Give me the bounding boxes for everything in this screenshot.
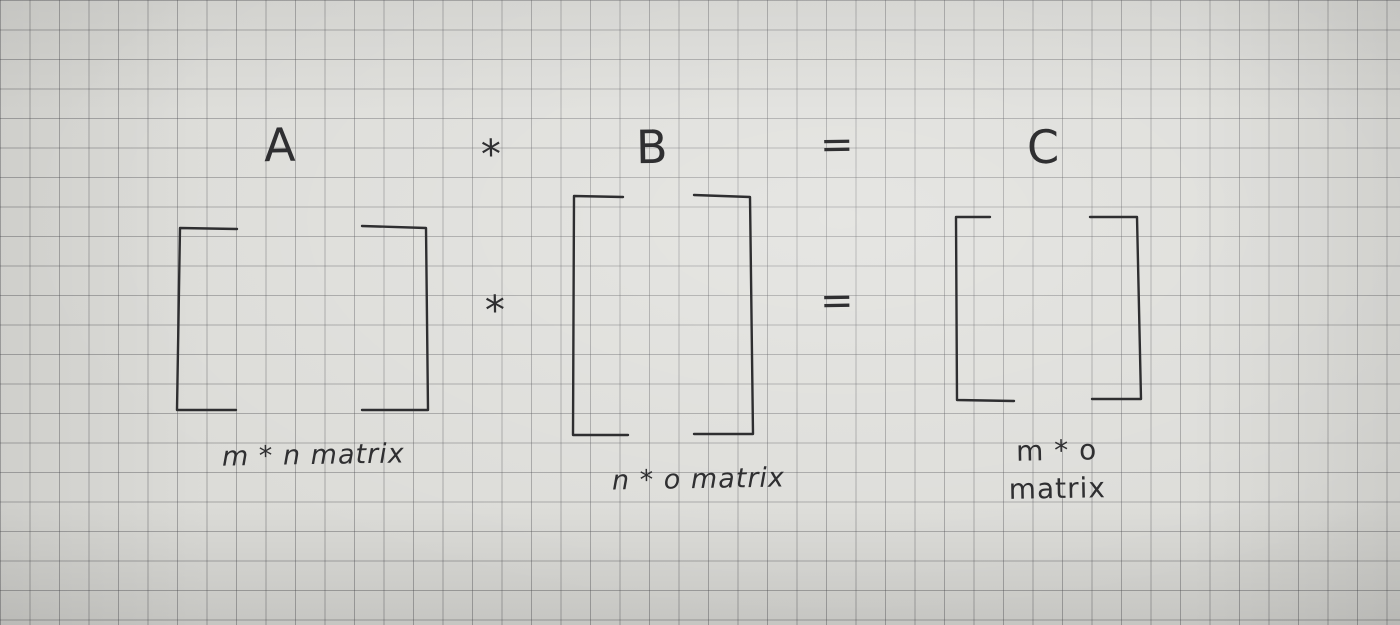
caption-matrix-c-line1: m * o [1015, 433, 1098, 468]
equation-multiply-sign: * [484, 287, 507, 335]
matrix-c-outline [954, 215, 1143, 403]
matrix-a-outline [175, 224, 430, 412]
caption-matrix-c-line2: matrix [1008, 471, 1107, 506]
matrix-b-outline [571, 193, 755, 437]
caption-matrix-a: m * n matrix [221, 438, 405, 473]
header-multiply-sign: * [480, 131, 503, 179]
caption-matrix-b: n * o matrix [611, 462, 786, 497]
caption-matrix-c: m * o matrix [991, 431, 1122, 509]
label-matrix-b: B [635, 119, 670, 175]
equation-equals-sign: = [819, 277, 855, 325]
header-equals-sign: = [819, 121, 855, 169]
label-matrix-a: A [263, 117, 297, 173]
label-matrix-c: C [1026, 119, 1061, 175]
